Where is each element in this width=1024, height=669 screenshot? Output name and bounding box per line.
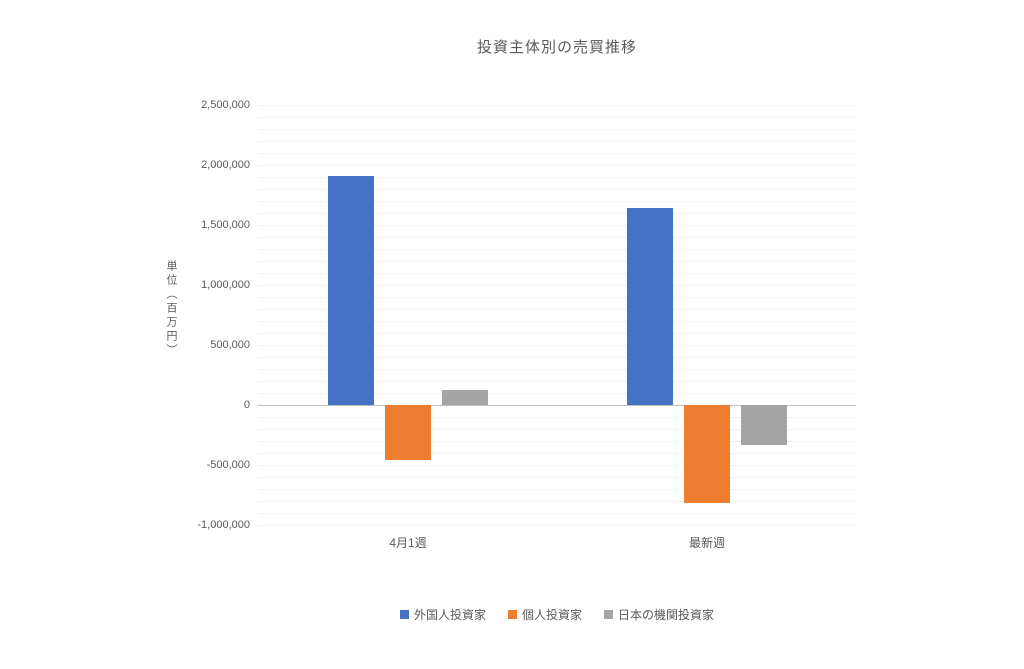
gridline — [258, 165, 856, 166]
legend-swatch-icon — [604, 610, 613, 619]
gridline — [258, 429, 856, 430]
gridline — [258, 417, 856, 418]
y-axis-title: 単位（百万円） — [165, 260, 177, 358]
legend-item: 日本の機関投資家 — [604, 606, 714, 623]
gridline — [258, 285, 856, 286]
y-tick-label: -500,000 — [206, 459, 250, 471]
gridline — [258, 177, 856, 178]
y-tick-label: -1,000,000 — [197, 519, 250, 531]
gridline — [258, 153, 856, 154]
y-tick-label: 1,500,000 — [201, 219, 250, 231]
gridline — [258, 321, 856, 322]
gridline — [258, 237, 856, 238]
gridline — [258, 189, 856, 190]
y-tick-label: 500,000 — [210, 339, 250, 351]
gridline — [258, 249, 856, 250]
bar-日本の機関投資家-4月1週 — [442, 390, 488, 405]
y-tick-label: 2,500,000 — [201, 99, 250, 111]
zero-axis-line — [258, 405, 856, 406]
gridline — [258, 201, 856, 202]
x-tick-label: 4月1週 — [389, 536, 427, 550]
gridline — [258, 357, 856, 358]
legend-label: 個人投資家 — [521, 608, 582, 622]
gridline — [258, 513, 856, 514]
gridline — [258, 477, 856, 478]
legend-item: 外国人投資家 — [399, 606, 486, 623]
gridline — [258, 465, 856, 466]
plot-area — [258, 105, 856, 526]
chart-legend: 外国人投資家 個人投資家 日本の機関投資家 — [258, 606, 856, 623]
gridline — [258, 225, 856, 226]
x-tick-label: 最新週 — [688, 536, 725, 550]
bar-外国人投資家-最新週 — [627, 208, 673, 405]
gridline — [258, 381, 856, 382]
bar-個人投資家-4月1週 — [385, 405, 431, 460]
gridline — [258, 117, 856, 118]
gridline — [258, 441, 856, 442]
bar-日本の機関投資家-最新週 — [741, 405, 787, 445]
gridline — [258, 105, 856, 106]
gridline — [258, 453, 856, 454]
legend-swatch-icon — [399, 610, 409, 619]
gridline — [258, 333, 856, 334]
gridline — [258, 393, 856, 394]
gridline — [258, 501, 856, 502]
y-tick-label: 1,000,000 — [201, 279, 250, 291]
gridline — [258, 213, 856, 214]
legend-swatch-icon — [507, 610, 517, 619]
y-tick-label: 2,000,000 — [201, 159, 250, 171]
gridline — [258, 525, 856, 526]
legend-label: 日本の機関投資家 — [618, 608, 715, 622]
legend-label: 外国人投資家 — [413, 608, 486, 622]
gridline — [258, 489, 856, 490]
gridline — [258, 261, 856, 262]
gridline — [258, 297, 856, 298]
gridline — [258, 273, 856, 274]
chart-title: 投資主体別の売買推移 — [476, 39, 637, 56]
gridline — [258, 129, 856, 130]
legend-item: 個人投資家 — [507, 606, 582, 623]
y-tick-label: 0 — [243, 399, 250, 411]
gridline — [258, 369, 856, 370]
bar-個人投資家-最新週 — [684, 405, 730, 503]
gridline — [258, 141, 856, 142]
gridline — [258, 345, 856, 346]
gridline — [258, 309, 856, 310]
bar-外国人投資家-4月1週 — [328, 176, 374, 405]
